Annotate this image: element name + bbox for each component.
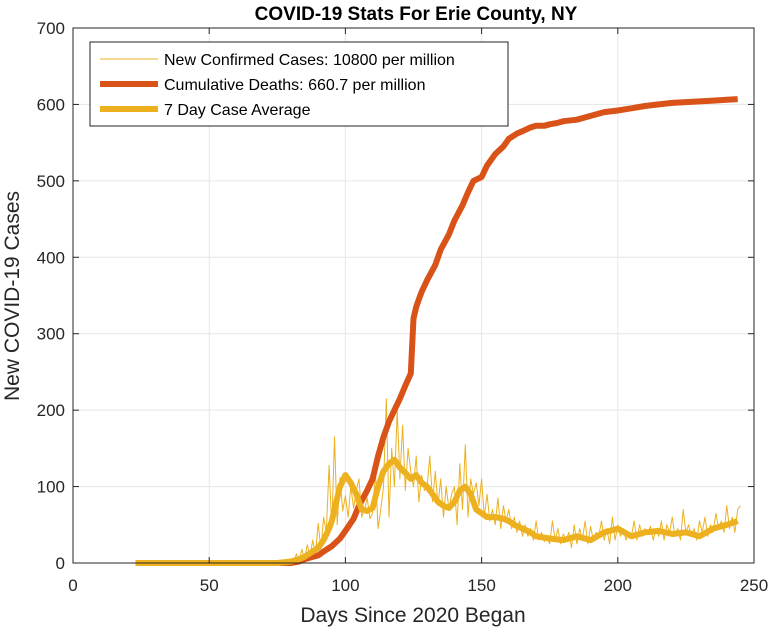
- axes: [72, 27, 755, 564]
- x-tick-label: 0: [68, 576, 77, 595]
- x-tick-label: 100: [331, 576, 359, 595]
- y-axis-label: New COVID-19 Cases: [1, 191, 24, 401]
- legend-box: [89, 41, 509, 127]
- axes-box: [72, 27, 755, 564]
- chart-title: COVID-19 Stats For Erie County, NY: [255, 4, 578, 25]
- legend: New Confirmed Cases: 10800 per million Cu…: [89, 41, 509, 127]
- y-tick-label: 700: [37, 19, 65, 38]
- y-tick-label: 100: [37, 478, 65, 497]
- y-tick-label: 400: [37, 248, 65, 267]
- seven-day-average-line: [135, 456, 739, 566]
- x-tick-label: 250: [740, 576, 768, 595]
- x-tick-label: 200: [604, 576, 632, 595]
- cumulative-deaths-line: [135, 96, 738, 566]
- legend-label: Cumulative Deaths: 660.7 per million: [164, 77, 425, 94]
- y-tick-label: 500: [37, 172, 65, 191]
- legend-label: 7 Day Case Average: [164, 102, 311, 119]
- x-tick-label: 150: [467, 576, 495, 595]
- y-tick-label: 300: [37, 325, 65, 344]
- y-tick-label: 200: [37, 401, 65, 420]
- x-tick-label: 50: [200, 576, 219, 595]
- y-tick-label: 600: [37, 95, 65, 114]
- tick-labels: 0 50 100 150 200 250 0 100 200 300 400 500 600 700: [37, 19, 769, 595]
- legend-label: New Confirmed Cases: 10800 per million: [164, 52, 455, 69]
- x-axis-label: Days Since 2020 Began: [300, 604, 525, 627]
- new-cases-line: [135, 398, 741, 564]
- series-layer: [135, 96, 741, 566]
- y-tick-label: 0: [56, 554, 65, 573]
